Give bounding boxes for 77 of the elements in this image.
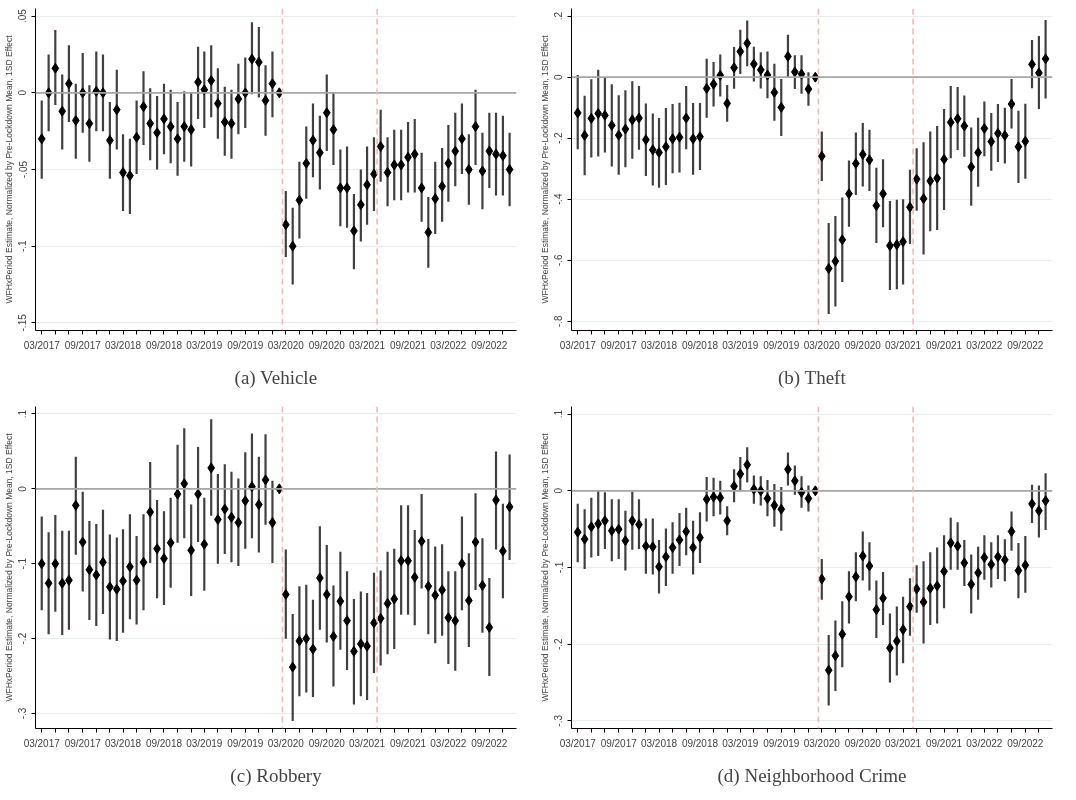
x-tick-label: 09/2019 [227, 737, 264, 749]
y-tick-label: -.3 [553, 714, 565, 727]
y-tick-label: 0 [553, 487, 565, 494]
y-tick-label: 0 [553, 73, 565, 80]
x-tick-label: 03/2017 [23, 339, 61, 351]
x-tick-label: 09/2022 [1007, 737, 1044, 749]
y-tick-label: -.2 [553, 131, 565, 145]
x-tick-label: 03/2019 [186, 339, 223, 351]
y-tick-label: -.6 [553, 254, 565, 267]
y-tick-label: 0 [17, 485, 29, 492]
x-tick-label: 09/2020 [308, 737, 346, 749]
x-tick-label: 09/2022 [471, 737, 508, 749]
y-tick-label: -.1 [17, 557, 29, 570]
x-tick-label: 09/2017 [600, 737, 638, 749]
x-tick-label: 03/2019 [722, 339, 759, 351]
text: (a) Vehicle [234, 366, 318, 389]
x-tick-label: 03/2021 [349, 339, 386, 351]
y-tick-label: -.2 [17, 632, 29, 645]
x-tick-label: 03/2018 [104, 339, 142, 351]
x-tick-label: 09/2021 [925, 737, 963, 749]
text: (d) Neighborhood Crime [717, 764, 907, 787]
y-tick-label: 0 [17, 89, 29, 96]
text: (b) Theft [777, 366, 847, 389]
y-tick-label: .05 [17, 8, 29, 24]
x-tick-label: 09/2018 [145, 737, 183, 749]
x-tick-label: 09/2021 [925, 339, 963, 351]
y-axis-title: WFHxPeriod Estimate, Normalized by Pre-Lockdown Mean, 1SD Effect [3, 34, 14, 304]
x-tick-label: 09/2017 [64, 339, 102, 351]
x-tick-label: 03/2021 [885, 737, 922, 749]
x-tick-label: 09/2020 [844, 737, 882, 749]
y-tick-label: -.1 [553, 561, 565, 574]
x-tick-label: 09/2022 [471, 339, 508, 351]
y-axis-title: WFHxPeriod Estimate, Normalized by Pre-Lockdown Mean, 1SD Effect [539, 34, 550, 304]
y-tick-label: -.2 [553, 637, 565, 650]
x-tick-label: 03/2021 [885, 339, 922, 351]
x-tick-label: 09/2018 [681, 737, 719, 749]
x-tick-label: 09/2018 [145, 339, 183, 351]
x-tick-label: 09/2018 [681, 339, 719, 351]
y-axis-title: WFHxPeriod Estimate, Normalized by Pre-Lockdown Mean, 1SD Effect [539, 432, 550, 702]
y-tick-label: .1 [17, 409, 29, 419]
x-tick-label: 09/2017 [64, 737, 102, 749]
x-tick-label: 09/2020 [844, 339, 882, 351]
x-tick-label: 03/2022 [430, 737, 467, 749]
x-tick-label: 09/2019 [763, 737, 800, 749]
x-tick-label: 03/2017 [559, 737, 597, 749]
x-tick-label: 03/2022 [966, 339, 1003, 351]
x-tick-label: 03/2019 [186, 737, 223, 749]
y-tick-label: -.4 [553, 192, 565, 206]
x-tick-label: 09/2021 [389, 339, 427, 351]
x-tick-label: 03/2019 [722, 737, 759, 749]
x-tick-label: 03/2020 [803, 339, 841, 351]
x-tick-label: 09/2019 [763, 339, 800, 351]
x-tick-label: 03/2018 [104, 737, 142, 749]
x-tick-label: 03/2020 [267, 339, 305, 351]
x-tick-label: 03/2017 [559, 339, 597, 351]
x-tick-label: 03/2020 [803, 737, 841, 749]
x-tick-label: 09/2021 [389, 737, 427, 749]
x-tick-label: 03/2021 [349, 737, 386, 749]
x-tick-label: 03/2022 [430, 339, 467, 351]
text: (c) Robbery [230, 764, 323, 787]
y-tick-label: -.05 [17, 160, 29, 179]
x-tick-label: 09/2017 [600, 339, 638, 351]
x-tick-label: 09/2019 [227, 339, 264, 351]
y-tick-label: -.3 [17, 707, 29, 720]
x-tick-label: 03/2022 [966, 737, 1003, 749]
x-tick-label: 09/2020 [308, 339, 346, 351]
y-axis-title: WFHxPeriod Estimate, Normalized by Pre-Lockdown Mean, 1SD Effect [3, 432, 14, 702]
x-tick-label: 03/2018 [640, 737, 678, 749]
y-tick-label: -.15 [17, 313, 29, 332]
y-tick-label: .1 [553, 409, 565, 419]
x-tick-label: 03/2020 [267, 737, 305, 749]
y-tick-label: .2 [553, 11, 565, 21]
x-tick-label: 03/2017 [23, 737, 61, 749]
y-tick-label: -.8 [553, 315, 565, 328]
x-tick-label: 09/2022 [1007, 339, 1044, 351]
y-tick-label: -.1 [17, 239, 29, 252]
x-tick-label: 03/2018 [640, 339, 678, 351]
